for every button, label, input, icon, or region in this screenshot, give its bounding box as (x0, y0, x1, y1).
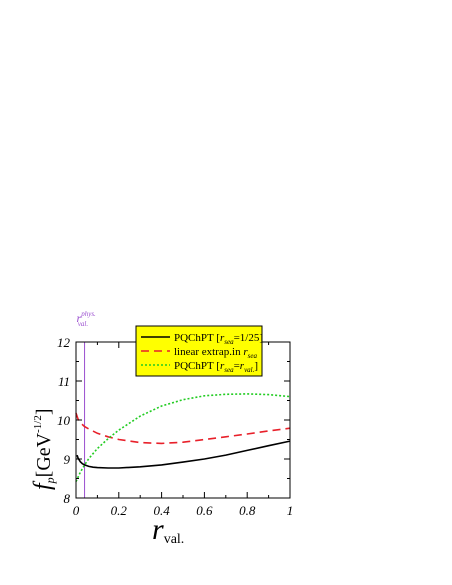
y-axis-label-f: f (30, 480, 56, 490)
legend-entry-sub: sea (248, 352, 258, 360)
series-line-2 (75, 393, 291, 482)
legend-entry-mid: = (234, 360, 240, 372)
y-axis-label-sub: p (43, 477, 57, 484)
x-tick-label: 1 (287, 503, 294, 518)
legend-entry-0: PQChPT [rsea=1/25] (174, 332, 263, 346)
y-axis-label-exp: -1/2 (32, 415, 44, 433)
legend-entry-r: r (220, 332, 225, 344)
y-tick-label: 12 (57, 335, 71, 350)
axis-labels: rphys. val.rval.fp[GeV-1/2] (30, 310, 184, 547)
y-tick-label: 10 (57, 413, 71, 428)
y-tick-label: 11 (58, 374, 70, 389)
series-line-0 (76, 440, 291, 469)
legend-entry-prefix: linear extrap.in (174, 346, 243, 358)
x-tick-label: 0.6 (196, 503, 213, 518)
legend-entry-prefix: PQChPT [ (174, 332, 220, 344)
legend: PQChPT [rsea=1/25]linear extrap.in rseaP… (135, 325, 263, 377)
legend-entry-sub: sea (224, 366, 234, 374)
plot-area (75, 342, 291, 498)
x-axis-label: rval. (152, 513, 184, 547)
legend-entry-1: linear extrap.in rsea (174, 346, 257, 360)
legend-entry-r2: r (240, 360, 245, 372)
legend-entry-sub2: val. (244, 366, 255, 374)
legend-entry-2: PQChPT [rsea=rval.] (174, 360, 258, 374)
x-tick-label: 0.2 (111, 503, 128, 518)
y-axis-label: fp[GeV-1/2] (30, 408, 57, 490)
x-axis-label-sub: val. (164, 532, 185, 547)
x-tick-label: 0 (73, 503, 80, 518)
x-axis-label-r: r (152, 513, 164, 546)
legend-entry-sub: sea (224, 338, 234, 346)
series-line-1 (75, 412, 291, 445)
legend-entry-r: r (243, 346, 248, 358)
legend-entry-suffix: =1/25] (234, 332, 263, 344)
legend-entry-prefix: PQChPT [ (174, 360, 220, 372)
phys-vline-label-sup: phys. (80, 310, 96, 318)
x-tick-label: 0.8 (239, 503, 256, 518)
y-axis-label-close: ] (33, 408, 55, 415)
phys-vline-label: rphys. val. (77, 310, 97, 328)
y-tick-label: 8 (64, 491, 71, 506)
phys-vline-label-sub: val. (78, 320, 89, 328)
x-tick-label: 0.4 (153, 503, 170, 518)
y-tick-label: 9 (64, 452, 71, 467)
phys-vline-label-r: r (77, 311, 82, 325)
y-axis-label-unit: [GeV (33, 432, 55, 477)
legend-entry-r: r (220, 360, 225, 372)
legend-entry-suffix: ] (254, 360, 258, 372)
